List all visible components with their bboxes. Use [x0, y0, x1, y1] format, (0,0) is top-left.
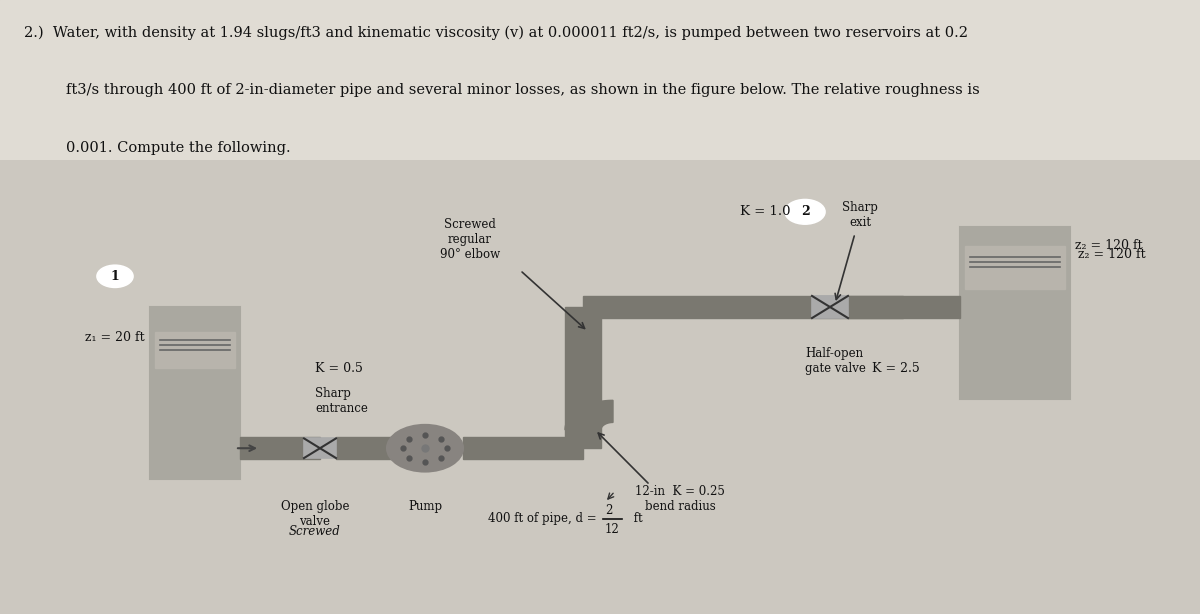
Text: Sharp
exit: Sharp exit: [842, 201, 878, 229]
Text: 0.001. Compute the following.: 0.001. Compute the following.: [66, 141, 290, 155]
Text: 400 ft of pipe, d =: 400 ft of pipe, d =: [487, 512, 600, 526]
Bar: [463, 437, 583, 459]
Text: Open globe
valve: Open globe valve: [281, 500, 349, 529]
Text: 2: 2: [800, 205, 809, 219]
Bar: [965, 246, 1066, 289]
Circle shape: [97, 265, 133, 287]
Bar: [304, 438, 336, 458]
Circle shape: [785, 200, 826, 224]
Text: 2.)  Water, with density at 1.94 slugs/ft3 and kinematic viscosity (v) at 0.0000: 2.) Water, with density at 1.94 slugs/ft…: [24, 26, 968, 40]
Bar: [565, 307, 601, 448]
Text: z₂ = 120 ft: z₂ = 120 ft: [1075, 239, 1142, 252]
Text: ft: ft: [630, 512, 643, 526]
Text: 12-in  K = 0.25
bend radius: 12-in K = 0.25 bend radius: [635, 485, 725, 513]
Bar: [583, 296, 904, 318]
Text: Sharp
entrance: Sharp entrance: [314, 387, 368, 415]
Bar: [336, 437, 401, 459]
Bar: [240, 437, 320, 459]
Text: Half-open
gate valve: Half-open gate valve: [805, 347, 866, 375]
Text: z₂ = 120 ft: z₂ = 120 ft: [1078, 248, 1146, 262]
Text: 12: 12: [605, 523, 619, 536]
Text: ft3/s through 400 ft of 2-in-diameter pipe and several minor losses, as shown in: ft3/s through 400 ft of 2-in-diameter pi…: [66, 82, 979, 96]
Bar: [150, 307, 240, 479]
Text: 2: 2: [605, 504, 612, 518]
Text: Screwed
regular
90° elbow: Screwed regular 90° elbow: [440, 218, 500, 261]
Text: K = 1.0: K = 1.0: [740, 205, 791, 219]
Text: 1: 1: [110, 270, 119, 283]
Text: z₁ = 20 ft: z₁ = 20 ft: [85, 331, 145, 344]
Bar: [155, 332, 235, 368]
Polygon shape: [565, 400, 613, 430]
Bar: [848, 296, 960, 318]
Text: Screwed: Screwed: [289, 525, 341, 538]
Bar: [960, 227, 1070, 399]
Bar: [812, 296, 848, 318]
Text: K = 2.5: K = 2.5: [872, 362, 919, 375]
Text: K = 0.5: K = 0.5: [314, 362, 362, 375]
Text: Pump: Pump: [408, 500, 442, 513]
Circle shape: [386, 425, 463, 472]
